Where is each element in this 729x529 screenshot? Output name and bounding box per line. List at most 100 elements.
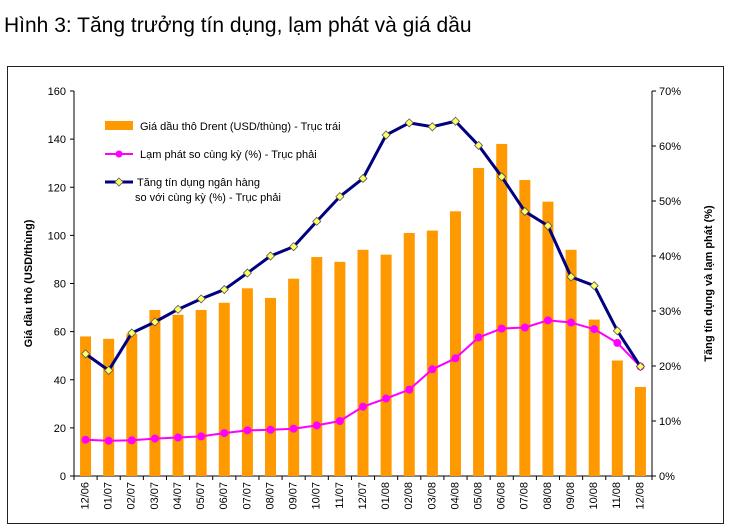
inflation-point [590,325,599,334]
inflation-point [174,433,183,442]
x-tick-label: 12/07 [357,482,369,510]
oil-price-bar [172,314,184,476]
left-tick-label: 100 [48,230,66,242]
oil-price-bar [241,288,253,476]
credit-growth-point [497,172,507,182]
inflation-point [220,429,229,438]
x-tick-label: 11/07 [334,482,346,509]
credit-growth-point [219,284,229,295]
x-tick-label: 12/06 [79,482,91,510]
right-tick-label: 50% [659,196,681,208]
oil-price-bar [311,257,323,476]
inflation-point [312,421,321,430]
oil-price-bar [496,143,508,476]
x-tick-label: 07/08 [519,482,531,510]
right-tick-label: 30% [659,306,681,318]
credit-growth-point [589,281,599,291]
left-tick-label: 60 [54,327,66,339]
left-tick-label: 0 [60,471,66,483]
inflation-point [382,394,391,403]
credit-growth-point [612,326,622,336]
oil-price-bar [334,261,346,476]
x-tick-label: 12/08 [634,482,646,510]
inflation-point [474,333,483,342]
x-tick-label: 11/08 [611,482,623,509]
oil-price-bar [611,360,623,476]
x-tick-label: 03/07 [149,482,161,510]
x-tick-label: 10/07 [311,482,323,510]
x-tick-label: 06/08 [496,482,508,510]
inflation-point [197,432,206,441]
credit-growth-point [450,116,461,126]
inflation-point [335,417,344,425]
credit-growth-point [335,192,345,202]
bar-series [80,143,646,476]
inflation-point [428,365,437,374]
oil-price-bar [473,168,485,476]
legend-swatch-oil-price [105,121,133,130]
oil-price-bar [542,201,554,476]
right-tick-label: 0% [659,471,675,483]
legend-label-oil-price: Giá dầu thô Drent (USD/thùng) - Trục trá… [140,121,341,133]
x-tick-label: 06/07 [218,482,230,510]
oil-price-bar [103,338,115,476]
oil-price-bar [449,211,461,476]
oil-price-bar [565,249,577,476]
credit-growth-point [566,272,576,282]
oil-price-bar [426,230,438,476]
left-tick-label: 20 [54,423,66,435]
left-tick-label: 160 [48,86,66,98]
credit-growth-point [381,130,391,140]
legend-marker-credit-growth [114,177,124,187]
inflation-point [613,338,622,347]
x-tick-label: 04/08 [449,482,461,510]
oil-price-bar [357,249,369,476]
left-tick-label: 80 [54,279,66,291]
credit-growth-point [150,317,160,327]
x-tick-label: 10/08 [588,482,600,510]
oil-price-bar [149,309,161,476]
legend-marker-inflation [115,150,123,158]
x-tick-label: 01/08 [380,482,392,510]
right-tick-label: 60% [659,141,681,153]
axis-labels: Giá dầu thô (USD/thùng) Tăng tín dụng và … [23,205,715,362]
oil-price-bar [265,297,277,476]
left-tick-label: 120 [48,182,66,194]
y-axis-left-title: Giá dầu thô (USD/thùng) [23,219,35,347]
legend-label-credit-growth-line2: so với cùng kỳ (%) - Trục phải [135,192,281,204]
credit-growth-point [127,328,137,338]
credit-growth-point [635,361,646,372]
figure-title: Hình 3: Tăng trưởng tín dụng, lạm phát v… [4,14,472,37]
inflation-point [104,436,113,445]
credit-growth-point [289,242,299,252]
x-tick-label: 03/08 [426,482,438,510]
oil-price-bar [80,336,92,476]
left-tick-label: 140 [48,134,66,146]
oil-price-bar [588,319,600,476]
x-tick-label: 05/08 [473,482,485,510]
oil-price-bar [288,278,300,476]
y-axis-right-title: Tăng tín dụng và lạm phát (%) [703,205,715,362]
inflation-point [405,385,414,394]
credit-growth-point [404,118,414,128]
inflation-point [543,316,552,325]
left-tick-label: 40 [54,375,66,387]
right-tick-label: 20% [659,361,681,373]
inflation-point [567,318,576,327]
inflation-point [520,323,529,332]
credit-growth-point [196,294,206,304]
inflation-point [289,424,298,433]
credit-growth-point [474,140,484,151]
x-tick-label: 08/08 [542,482,554,510]
right-tick-label: 70% [659,86,681,98]
x-tick-label: 02/08 [403,482,415,510]
x-tick-label: 05/07 [195,482,207,510]
inflation-point [127,436,136,445]
legend-label-credit-growth-line1: Tăng tín dụng ngân hàng [137,177,260,189]
credit-growth-point [520,206,530,217]
credit-growth-point [427,122,437,132]
right-tick-label: 10% [659,416,681,428]
inflation-point [359,402,367,411]
credit-growth-point [312,216,322,226]
oil-price-bar [218,302,230,476]
